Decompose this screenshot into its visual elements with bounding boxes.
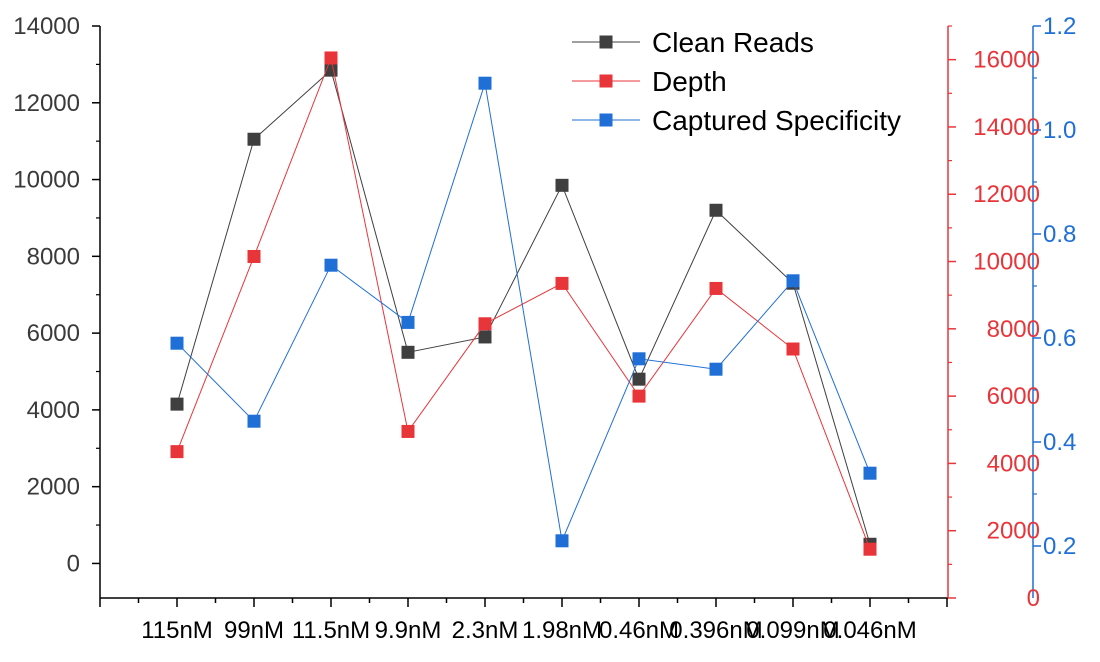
x-tick-label: 0.46nM [599, 617, 679, 644]
series-line [176, 69, 871, 545]
depth-tick-label: 6000 [987, 383, 1040, 410]
data-point [709, 203, 723, 217]
data-point [401, 424, 415, 438]
x-tick-label: 0.396nM [669, 617, 762, 644]
data-point [555, 534, 569, 548]
left-tick-label: 2000 [27, 474, 80, 501]
x-tick-label: 99nM [224, 617, 284, 644]
depth-tick-label: 8000 [987, 316, 1040, 343]
left-tick-label: 6000 [27, 320, 80, 347]
x-tick-label: 0.046nM [823, 617, 916, 644]
specificity-tick-label: 0.4 [1043, 429, 1076, 456]
series-captured-specificity [170, 76, 877, 548]
data-point [709, 362, 723, 376]
specificity-tick-label: 1.2 [1043, 13, 1076, 40]
depth-tick-label: 16000 [973, 47, 1040, 74]
legend-label: Clean Reads [652, 27, 814, 58]
specificity-tick-label: 0.2 [1043, 533, 1076, 560]
data-point [324, 258, 338, 272]
data-point [555, 178, 569, 192]
x-tick-label: 0.099nM [746, 617, 839, 644]
series-line [176, 56, 871, 550]
data-point [632, 389, 646, 403]
data-point [324, 51, 338, 65]
depth-tick-label: 12000 [973, 181, 1040, 208]
data-point [632, 372, 646, 386]
data-point [478, 330, 492, 344]
legend-entry: Depth [572, 66, 727, 97]
data-point [863, 542, 877, 556]
specificity-tick-label: 0.8 [1043, 221, 1076, 248]
depth-tick-label: 0 [1027, 585, 1040, 612]
data-point [247, 132, 261, 146]
depth-tick-label: 10000 [973, 249, 1040, 276]
left-tick-label: 14000 [13, 13, 80, 40]
legend-marker [599, 113, 613, 127]
data-point [555, 276, 569, 290]
depth-tick-label: 14000 [973, 114, 1040, 141]
data-point [863, 466, 877, 480]
legend-marker [599, 35, 613, 49]
left-tick-label: 4000 [27, 397, 80, 424]
left-tick-label: 8000 [27, 243, 80, 270]
data-point [401, 315, 415, 329]
legend-entry: Clean Reads [572, 27, 814, 58]
data-point [632, 352, 646, 366]
x-tick-label: 11.5nM [292, 617, 370, 644]
x-tick-label: 1.98nM [522, 617, 602, 644]
data-point [786, 274, 800, 288]
specificity-tick-label: 0.6 [1043, 325, 1076, 352]
series-depth [170, 51, 877, 556]
data-point [478, 317, 492, 331]
data-point [247, 414, 261, 428]
specificity-tick-label: 1.0 [1043, 117, 1076, 144]
data-point [170, 445, 184, 459]
legend-label: Depth [652, 66, 727, 97]
left-tick-label: 0 [67, 550, 80, 577]
depth-tick-label: 2000 [987, 518, 1040, 545]
legend-marker [599, 74, 613, 88]
x-tick-label: 9.9nM [375, 617, 442, 644]
axes: 0 2000 4000 6000 8000 10000 12000 14000 0 2000 400… [13, 13, 1076, 644]
data-point [786, 342, 800, 356]
series-line [176, 83, 871, 543]
data-point [247, 249, 261, 263]
series-layer [170, 51, 877, 556]
data-point [401, 345, 415, 359]
x-tick-label: 115nM [141, 617, 213, 644]
depth-tick-label: 4000 [987, 450, 1040, 477]
legend-label: Captured Specificity [652, 105, 901, 136]
legend: Clean Reads Depth Captured Specificity [572, 27, 901, 136]
left-tick-label: 10000 [13, 167, 80, 194]
data-point [170, 336, 184, 350]
data-point [709, 281, 723, 295]
data-point [170, 397, 184, 411]
x-tick-label: 2.3nM [452, 617, 519, 644]
legend-entry: Captured Specificity [572, 105, 901, 136]
left-tick-label: 12000 [13, 90, 80, 117]
data-point [478, 76, 492, 90]
